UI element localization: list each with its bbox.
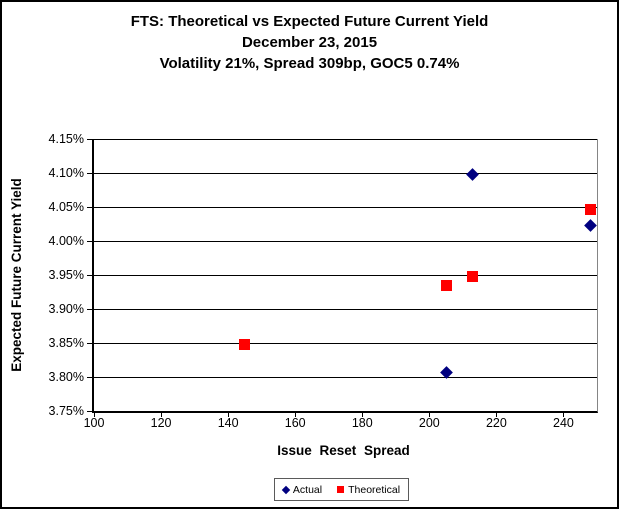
legend-item-theoretical: Theoretical	[337, 484, 400, 496]
x-axis-tick	[562, 413, 564, 417]
legend-label: Theoretical	[348, 483, 401, 496]
y-tick-label: 4.15%	[48, 132, 84, 146]
x-tick-label: 160	[284, 416, 306, 430]
gridline	[94, 376, 597, 378]
gridline	[94, 138, 597, 140]
data-point-theoretical	[440, 280, 452, 292]
x-axis-tick	[227, 413, 229, 417]
y-tick-label: 4.10%	[48, 166, 84, 180]
x-tick-label: 200	[418, 416, 440, 430]
data-point-theoretical	[239, 338, 251, 350]
gridline	[94, 172, 597, 174]
data-point-theoretical	[467, 270, 479, 282]
y-tick-label: 3.75%	[48, 404, 84, 418]
y-axis-tick	[87, 274, 92, 276]
x-axis-title: Issue Reset Spread	[277, 443, 410, 458]
y-tick-label: 4.05%	[48, 200, 84, 214]
y-tick-label: 3.95%	[48, 268, 84, 282]
gridline	[94, 206, 597, 208]
plot-area: 4.15% 4.10% 4.05% 4.00% 3.95% 3.90% 3.85% 3.80%…	[49, 132, 598, 430]
chart-title-line1: FTS: Theoretical vs Expected Future Curr…	[130, 13, 489, 30]
y-tick-label: 4.00%	[48, 234, 84, 248]
data-point-actual	[466, 167, 480, 181]
y-axis-tick	[87, 172, 92, 174]
y-axis-tick	[87, 240, 92, 242]
data-point-actual	[583, 218, 597, 232]
legend-item-actual: Actual	[281, 483, 323, 496]
y-axis-tick	[87, 206, 92, 208]
chart-title-line3: Volatility 21%, Spread 309bp, GOC5 0.74%	[159, 55, 460, 72]
legend-label: Actual	[292, 483, 323, 496]
x-axis-tick	[428, 413, 430, 417]
theoretical-marker-icon	[337, 486, 345, 493]
x-axis-tick	[160, 413, 162, 417]
y-axis-tick	[87, 342, 92, 344]
x-tick-label: 240	[553, 416, 574, 430]
x-tick-label: 100	[83, 416, 105, 430]
gridline	[94, 342, 597, 344]
y-axis-tick	[87, 376, 92, 378]
y-axis-title-text: Expected Future Current Yield	[9, 178, 24, 372]
x-tick-label: 220	[485, 416, 507, 430]
x-axis-tick	[93, 413, 95, 417]
legend: Actual Theoretical	[274, 478, 409, 501]
data-point-theoretical	[584, 203, 596, 215]
x-axis-tick	[361, 413, 363, 417]
y-axis-tick	[87, 308, 92, 310]
actual-marker-icon	[281, 485, 291, 494]
x-tick-label: 120	[150, 416, 172, 430]
gridline	[94, 274, 597, 276]
x-axis-tick	[294, 413, 296, 417]
x-tick-label: 180	[351, 416, 373, 430]
gridline	[94, 308, 597, 310]
x-tick-label: 140	[217, 416, 239, 430]
y-axis-tick	[87, 410, 92, 412]
gridline	[94, 240, 597, 242]
y-axis-tick	[87, 138, 92, 140]
y-tick-label: 3.80%	[48, 370, 84, 384]
chart-title: FTS: Theoretical vs Expected Future Curr…	[2, 11, 617, 74]
chart-title-line2: December 23, 2015	[241, 34, 378, 51]
x-axis-tick	[495, 413, 497, 417]
y-tick-label: 3.85%	[48, 336, 84, 350]
y-tick-label: 3.90%	[48, 302, 84, 316]
